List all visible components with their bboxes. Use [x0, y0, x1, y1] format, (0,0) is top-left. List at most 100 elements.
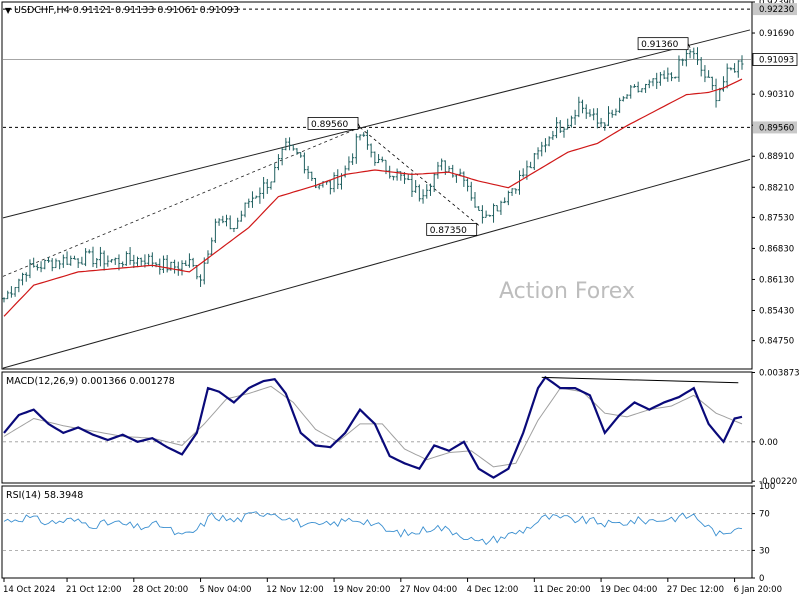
price-bar [595, 108, 599, 129]
price-bar [380, 156, 384, 163]
rsi-tick-label: 30 [759, 546, 770, 556]
time-tick-label: 28 Oct 20:00 [133, 585, 188, 595]
price-bar [547, 136, 551, 147]
price-bar [377, 154, 381, 164]
price-bar [139, 257, 143, 267]
price-bar [191, 257, 195, 268]
price-bar [395, 168, 399, 181]
price-bar [217, 218, 221, 226]
annotation-label: 0.91360 [641, 40, 678, 50]
macd-label: MACD(12,26,9) 0.001366 0.001278 [6, 376, 175, 387]
price-bar [529, 161, 533, 169]
price-bar [566, 118, 570, 130]
price-bar [262, 176, 266, 199]
price-levels [3, 8, 751, 128]
price-bar [47, 256, 51, 263]
price-bar [332, 172, 336, 193]
price-bar [517, 170, 521, 195]
price-bar [39, 261, 43, 273]
price-bar [606, 106, 610, 126]
price-bar [436, 161, 440, 179]
price-annotations: 0.89560 0.87350 0.91360 [307, 37, 691, 236]
price-bar [102, 250, 106, 271]
price-bar [54, 258, 58, 269]
rsi-tick-label: 70 [759, 510, 770, 520]
price-bar [250, 191, 254, 208]
time-tick-label: 5 Nov 04:00 [200, 585, 252, 595]
price-bar [336, 169, 340, 190]
price-bar [681, 58, 685, 66]
price-bar [84, 248, 88, 267]
price-bar [707, 70, 711, 78]
price-level-label: 0.89560 [759, 123, 794, 133]
price-bar [733, 63, 737, 73]
price-bar [673, 76, 677, 79]
price-bar [317, 184, 321, 190]
price-bar [666, 67, 670, 82]
price-bar [343, 165, 347, 178]
moving-average [3, 78, 743, 317]
price-bar [510, 188, 514, 196]
price-level-badge [752, 53, 798, 66]
price-bar [87, 249, 91, 254]
price-bar [718, 87, 722, 102]
price-bar [147, 253, 151, 266]
price-bar [466, 178, 470, 192]
price-bar [328, 179, 332, 195]
price-bar [621, 96, 625, 102]
price-bar [2, 297, 6, 303]
price-level-label: 0.92230 [759, 5, 794, 15]
channel-lines [2, 29, 751, 369]
price-bar [165, 254, 169, 273]
price-tick-label: 0.85430 [759, 306, 794, 316]
price-bar [610, 109, 614, 118]
price-bar [13, 287, 17, 297]
time-tick-label: 19 Dec 04:00 [600, 585, 657, 595]
price-bar [551, 130, 555, 140]
price-bar [354, 133, 358, 164]
price-bar [425, 184, 429, 199]
annotation-leader [357, 123, 361, 128]
time-tick-label: 27 Nov 04:00 [400, 585, 457, 595]
price-bar [625, 94, 629, 99]
macd-main-line [3, 375, 743, 479]
price-bar [480, 205, 484, 224]
price-pane [1, 1, 753, 370]
price-tick-label: 0.91690 [759, 29, 794, 39]
price-bar [110, 259, 114, 263]
macd-indicator: 0.003873 0.00 -0.00220 [3, 368, 800, 487]
price-bar [714, 78, 718, 108]
price-bar [603, 122, 607, 131]
price-bar [254, 195, 258, 199]
price-bar [236, 217, 240, 229]
time-tick-label: 19 Nov 20:00 [333, 585, 390, 595]
price-bar [184, 260, 188, 266]
price-tick-label: 0.90310 [759, 90, 794, 100]
price-bar [276, 154, 280, 171]
macd-tick-label: 0.003873 [759, 368, 800, 378]
price-tick-label: 0.88910 [759, 152, 794, 162]
price-bar [562, 126, 566, 138]
price-bar [43, 259, 47, 270]
price-tick-label: 0.84750 [759, 337, 794, 347]
price-bar [199, 274, 203, 287]
price-bar [106, 255, 110, 267]
price-bar [555, 117, 559, 139]
rsi-tick-label: 100 [759, 482, 775, 492]
price-bar [432, 173, 436, 192]
price-bar [477, 206, 481, 211]
time-tick-label: 11 Dec 20:00 [533, 585, 590, 595]
price-bar [265, 178, 269, 194]
price-bar [169, 261, 173, 271]
rsi-indicator: 100 70 30 0 [3, 482, 775, 584]
price-bar [299, 152, 303, 158]
price-bar [540, 141, 544, 157]
price-bar [132, 254, 136, 269]
price-bar [269, 181, 273, 190]
price-bar [592, 108, 596, 121]
price-bar [28, 259, 32, 279]
price-bar [247, 198, 251, 208]
price-bar [721, 76, 725, 92]
price-tick-label: 0.86830 [759, 244, 794, 254]
price-bar [688, 49, 692, 59]
